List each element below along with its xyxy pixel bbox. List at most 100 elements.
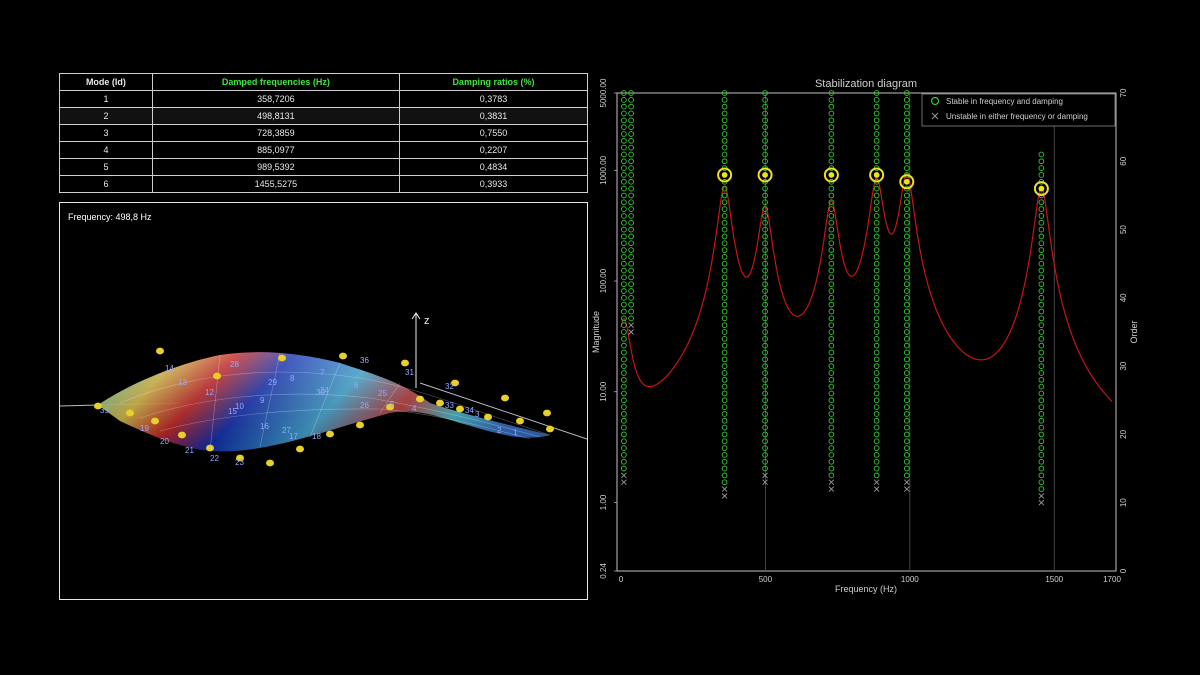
stable-marker xyxy=(1038,295,1045,301)
stable-marker xyxy=(903,356,910,363)
stable-marker xyxy=(903,322,910,329)
stable-marker xyxy=(628,295,634,301)
stable-marker xyxy=(762,390,768,397)
stable-marker xyxy=(903,131,910,137)
stable-marker xyxy=(721,417,728,424)
stable-marker xyxy=(828,103,835,110)
stable-marker xyxy=(762,431,768,438)
stable-marker xyxy=(828,267,835,274)
stable-marker xyxy=(873,363,880,369)
stable-marker xyxy=(903,417,910,424)
stable-marker xyxy=(903,226,910,233)
stable-marker xyxy=(873,274,880,281)
stable-marker xyxy=(762,315,768,322)
stable-marker xyxy=(873,260,880,267)
stable-marker xyxy=(828,131,835,137)
stable-marker xyxy=(903,431,910,438)
stable-marker xyxy=(1038,199,1045,206)
cell-mode-id: 6 xyxy=(59,175,153,193)
stable-marker xyxy=(828,151,835,158)
stable-marker xyxy=(903,335,910,342)
stable-marker xyxy=(621,165,627,171)
node-label: 18 xyxy=(312,432,321,441)
stable-marker xyxy=(828,335,835,342)
selected-mode-ring[interactable] xyxy=(869,167,885,183)
table-row[interactable]: 6 1455,5275 0,3933 xyxy=(59,175,589,193)
stable-marker xyxy=(828,206,835,212)
stable-marker xyxy=(721,213,728,219)
stable-marker xyxy=(903,267,910,274)
selected-mode-dot xyxy=(721,172,728,178)
selected-mode-ring[interactable] xyxy=(1033,181,1049,197)
stable-marker xyxy=(1038,233,1045,240)
column-header-frequency[interactable]: Damped frequencies (Hz) xyxy=(151,73,400,91)
cell-frequency: 728,3859 xyxy=(151,124,400,142)
stable-marker xyxy=(621,247,627,253)
table-row[interactable]: 5 989,5392 0,4834 xyxy=(59,158,589,176)
stable-marker xyxy=(903,274,910,281)
stable-marker xyxy=(828,117,835,124)
stable-marker xyxy=(903,137,910,144)
stable-marker xyxy=(628,144,634,151)
table-row[interactable]: 3 728,3859 0,7550 xyxy=(59,124,589,142)
stable-marker xyxy=(903,424,910,431)
stable-marker xyxy=(762,411,768,417)
stable-marker xyxy=(903,158,910,165)
selected-mode-ring[interactable] xyxy=(823,167,839,183)
stable-marker xyxy=(762,329,768,335)
legend[interactable]: Stable in frequency and damping Unstable… xyxy=(921,93,1116,127)
unstable-marker xyxy=(628,329,634,335)
stable-marker xyxy=(762,199,768,206)
stable-marker xyxy=(873,131,880,137)
stable-marker xyxy=(1038,301,1045,308)
stable-marker xyxy=(762,404,768,410)
stable-marker xyxy=(762,90,768,96)
mode-shape-viewer[interactable]: z 1 2 3 4 5 6 7 8 9 10 12 13 14 15 16 17 18 19 20 21 22 23 24 2… xyxy=(59,202,588,600)
table-row[interactable]: 1 358,7206 0,3783 xyxy=(59,90,589,108)
selected-mode-ring[interactable] xyxy=(899,174,915,190)
stable-marker xyxy=(621,397,627,404)
selected-mode-ring[interactable] xyxy=(757,167,773,183)
column-header-mode[interactable]: Mode (Id) xyxy=(59,73,153,91)
stable-marker xyxy=(1038,267,1045,274)
stable-marker xyxy=(721,301,728,308)
stable-marker xyxy=(903,342,910,349)
stable-marker xyxy=(1038,404,1045,410)
stable-marker xyxy=(628,172,634,178)
stable-marker xyxy=(1038,288,1045,294)
stable-marker xyxy=(828,417,835,424)
y-tick-label: 0.24 xyxy=(599,563,608,579)
y2-tick-label: 50 xyxy=(1119,225,1128,234)
table-row[interactable]: 4 885,0977 0,2207 xyxy=(59,141,589,159)
stable-marker xyxy=(628,178,634,185)
stable-marker xyxy=(628,151,634,158)
stable-marker xyxy=(628,240,634,247)
cell-damping: 0,3783 xyxy=(398,90,589,108)
stable-marker xyxy=(903,465,910,472)
stable-marker xyxy=(1038,240,1045,247)
column-header-damping[interactable]: Damping ratios (%) xyxy=(398,73,589,91)
stabilization-diagram[interactable]: Stabilization diagram 0.24 1.00 10.00 100.0… xyxy=(590,74,1150,604)
stable-marker xyxy=(828,199,835,206)
stable-marker xyxy=(721,308,728,315)
stable-marker xyxy=(1038,260,1045,267)
stable-marker xyxy=(621,185,627,192)
stable-marker xyxy=(873,158,880,165)
selected-mode-ring[interactable] xyxy=(717,167,733,183)
unstable-marker xyxy=(762,472,768,479)
plot-area[interactable] xyxy=(616,92,1117,572)
node-label: 12 xyxy=(205,388,214,397)
table-row[interactable]: 2 498,8131 0,3831 xyxy=(59,107,589,125)
stable-marker xyxy=(873,90,880,96)
stable-marker xyxy=(628,308,634,315)
stable-marker xyxy=(873,404,880,410)
stable-marker xyxy=(1038,397,1045,404)
stable-marker xyxy=(721,356,728,363)
stable-marker xyxy=(621,274,627,281)
stable-marker xyxy=(828,233,835,240)
stable-marker xyxy=(828,274,835,281)
stable-marker xyxy=(903,206,910,212)
stable-marker xyxy=(721,206,728,212)
stable-marker xyxy=(621,172,627,178)
